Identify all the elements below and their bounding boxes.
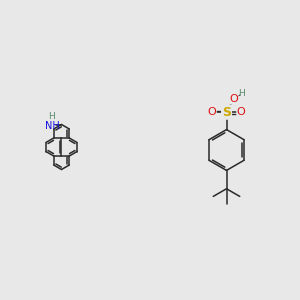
Text: H: H — [238, 89, 245, 98]
Text: H: H — [48, 112, 55, 121]
Text: S: S — [222, 106, 231, 119]
Text: O: O — [207, 107, 216, 117]
Text: NH: NH — [45, 121, 60, 131]
Text: O: O — [237, 107, 246, 117]
Text: O: O — [229, 94, 238, 104]
